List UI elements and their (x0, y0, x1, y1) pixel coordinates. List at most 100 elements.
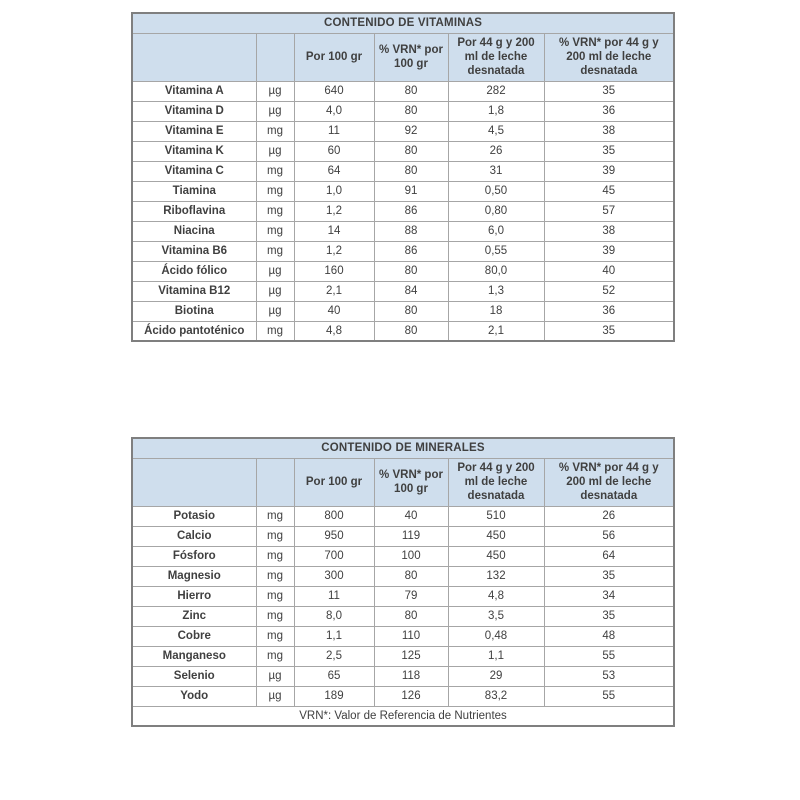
value-cell-per100: 2,5 (293, 645, 375, 667)
value-cell-vrn100: 80 (373, 605, 449, 627)
nutrient-name-cell: Riboflavina (131, 200, 257, 222)
value-cell-vrn44: 35 (543, 565, 675, 587)
nutrient-name-cell: Fósforo (131, 545, 257, 567)
value-cell-per100: 300 (293, 565, 375, 587)
value-cell-vrn100: 88 (373, 220, 449, 242)
value-cell-per44: 29 (447, 665, 545, 687)
value-cell-vrn100: 100 (373, 545, 449, 567)
value-cell-vrn44: 53 (543, 665, 675, 687)
value-cell-per100: 11 (293, 585, 375, 607)
unit-cell: mg (255, 625, 295, 647)
unit-cell: µg (255, 665, 295, 687)
unit-cell: mg (255, 220, 295, 242)
column-header-per-serving: Por 44 g y 200 ml de leche desnatada (447, 457, 545, 507)
vrn-footnote: VRN*: Valor de Referencia de Nutrientes (131, 705, 675, 727)
column-header-vrn-per-serving: % VRN* por 44 g y 200 ml de leche desnat… (543, 457, 676, 507)
table-row: Potasio mg 800 40 510 26 (131, 505, 675, 527)
table-title: CONTENIDO DE VITAMINAS (131, 12, 675, 34)
column-header-nutrient (131, 32, 257, 82)
nutrient-name-cell: Cobre (131, 625, 257, 647)
table-row: Manganeso mg 2,5 125 1,1 55 (131, 645, 675, 667)
table-title-row: CONTENIDO DE MINERALES (131, 437, 675, 459)
value-cell-per100: 65 (293, 665, 375, 687)
nutrient-name-cell: Vitamina C (131, 160, 257, 182)
unit-cell: mg (255, 585, 295, 607)
value-cell-per100: 1,0 (293, 180, 375, 202)
nutrient-name-cell: Ácido fólico (131, 260, 257, 282)
table-row: Calcio mg 950 119 450 56 (131, 525, 675, 547)
nutrient-name-cell: Tiamina (131, 180, 257, 202)
column-header-nutrient (131, 457, 257, 507)
table-row: Niacina mg 14 88 6,0 38 (131, 220, 675, 242)
column-header-vrn-per-100g: % VRN* por 100 gr (373, 457, 449, 507)
value-cell-vrn100: 126 (373, 685, 449, 707)
value-cell-vrn44: 35 (543, 80, 675, 102)
nutrient-name-cell: Selenio (131, 665, 257, 687)
column-header-per-100g: Por 100 gr (293, 32, 375, 82)
table-row: Tiamina mg 1,0 91 0,50 45 (131, 180, 675, 202)
value-cell-per100: 1,1 (293, 625, 375, 647)
value-cell-per44: 1,3 (447, 280, 545, 302)
value-cell-per44: 0,55 (447, 240, 545, 262)
value-cell-vrn44: 39 (543, 240, 675, 262)
value-cell-vrn44: 40 (543, 260, 675, 282)
nutrient-name-cell: Yodo (131, 685, 257, 707)
vitamins-table-section: CONTENIDO DE VITAMINAS Por 100 gr % VRN*… (131, 12, 676, 343)
table-title-row: CONTENIDO DE VITAMINAS (131, 12, 675, 34)
value-cell-vrn44: 57 (543, 200, 675, 222)
value-cell-per44: 80,0 (447, 260, 545, 282)
unit-cell: mg (255, 525, 295, 547)
table-row: Vitamina B12 µg 2,1 84 1,3 52 (131, 280, 675, 302)
value-cell-vrn100: 91 (373, 180, 449, 202)
value-cell-per100: 64 (293, 160, 375, 182)
value-cell-vrn44: 52 (543, 280, 675, 302)
value-cell-vrn100: 79 (373, 585, 449, 607)
value-cell-per100: 4,0 (293, 100, 375, 122)
value-cell-per44: 0,48 (447, 625, 545, 647)
value-cell-per44: 450 (447, 525, 545, 547)
value-cell-per44: 1,1 (447, 645, 545, 667)
value-cell-vrn44: 48 (543, 625, 675, 647)
table-row: Selenio µg 65 118 29 53 (131, 665, 675, 687)
nutrient-name-cell: Ácido pantoténico (131, 320, 257, 342)
value-cell-per44: 26 (447, 140, 545, 162)
nutrient-name-cell: Vitamina K (131, 140, 257, 162)
value-cell-per44: 6,0 (447, 220, 545, 242)
unit-cell: µg (255, 280, 295, 302)
table-row: Vitamina B6 mg 1,2 86 0,55 39 (131, 240, 675, 262)
unit-cell: mg (255, 180, 295, 202)
table-row: Cobre mg 1,1 110 0,48 48 (131, 625, 675, 647)
column-header-per-100g: Por 100 gr (293, 457, 375, 507)
value-cell-vrn44: 35 (543, 320, 675, 342)
value-cell-vrn100: 40 (373, 505, 449, 527)
table-row: Fósforo mg 700 100 450 64 (131, 545, 675, 567)
column-header-row: Por 100 gr % VRN* por 100 gr Por 44 g y … (131, 457, 676, 507)
vitamins-table: CONTENIDO DE VITAMINAS Por 100 gr % VRN*… (131, 12, 676, 343)
unit-cell: µg (255, 685, 295, 707)
table-row: Ácido fólico µg 160 80 80,0 40 (131, 260, 675, 282)
column-header-unit (255, 457, 295, 507)
value-cell-vrn100: 110 (373, 625, 449, 647)
value-cell-per44: 4,5 (447, 120, 545, 142)
unit-cell: mg (255, 320, 295, 342)
nutrient-name-cell: Vitamina A (131, 80, 257, 102)
unit-cell: µg (255, 260, 295, 282)
value-cell-vrn100: 86 (373, 200, 449, 222)
unit-cell: µg (255, 140, 295, 162)
value-cell-vrn44: 36 (543, 300, 675, 322)
nutrient-name-cell: Vitamina B12 (131, 280, 257, 302)
value-cell-per100: 8,0 (293, 605, 375, 627)
nutrient-name-cell: Vitamina B6 (131, 240, 257, 262)
table-row: Riboflavina mg 1,2 86 0,80 57 (131, 200, 675, 222)
column-header-per-serving: Por 44 g y 200 ml de leche desnatada (447, 32, 545, 82)
nutrient-name-cell: Calcio (131, 525, 257, 547)
value-cell-vrn100: 118 (373, 665, 449, 687)
value-cell-per44: 2,1 (447, 320, 545, 342)
value-cell-per44: 132 (447, 565, 545, 587)
minerals-table-section: CONTENIDO DE MINERALES Por 100 gr % VRN*… (131, 437, 676, 728)
nutrient-name-cell: Vitamina E (131, 120, 257, 142)
